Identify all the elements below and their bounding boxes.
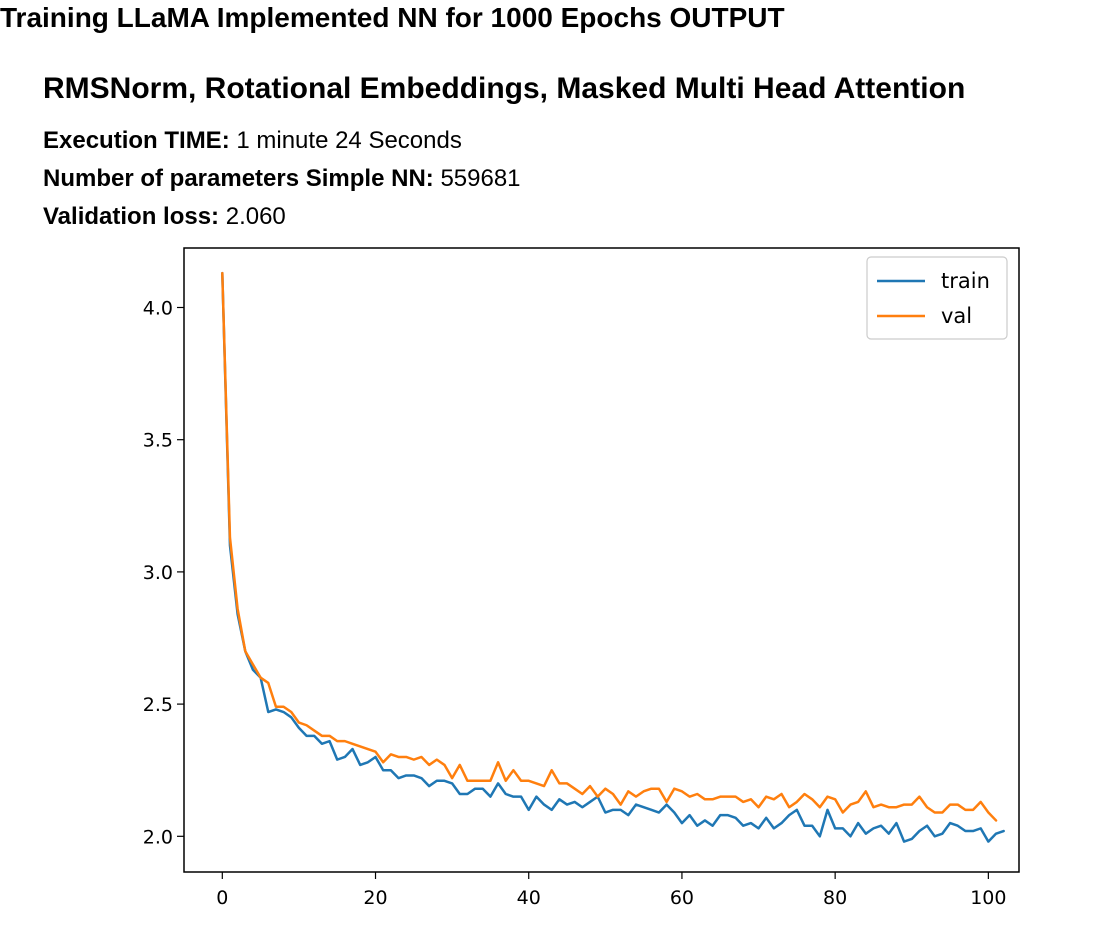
x-tick-label: 100 <box>970 887 1006 909</box>
validation-loss-value: 2.060 <box>225 203 286 230</box>
page-subtitle: RMSNorm, Rotational Embeddings, Masked M… <box>43 72 966 105</box>
x-tick-label: 0 <box>216 887 228 909</box>
page-title: Training LLaMA Implemented NN for 1000 E… <box>0 2 785 33</box>
y-axis-ticks: 2.0 2.5 3.0 3.5 4.0 <box>143 297 184 848</box>
legend-label-val: val <box>941 304 972 328</box>
y-tick-label: 3.5 <box>143 430 173 452</box>
series-line-val <box>221 271 998 822</box>
legend-label-train: train <box>941 269 990 293</box>
x-tick-label: 40 <box>517 887 541 909</box>
legend-box <box>866 256 1008 340</box>
execution-time-value: 1 minute 24 Seconds <box>236 127 462 154</box>
series-line-train <box>221 271 1005 843</box>
y-tick-label: 2.0 <box>143 826 173 848</box>
parameter-count-value: 559681 <box>440 165 521 192</box>
y-tick-label: 2.5 <box>143 694 173 716</box>
execution-time-line: Execution TIME: 1 minute 24 Seconds <box>43 127 462 155</box>
x-tick-label: 60 <box>670 887 694 909</box>
parameter-count-line: Number of parameters Simple NN: 559681 <box>43 165 521 193</box>
legend: train val <box>866 256 1008 340</box>
parameter-count-label: Number of parameters Simple NN: <box>43 165 434 192</box>
execution-time-label: Execution TIME: <box>43 127 230 154</box>
x-tick-label: 80 <box>823 887 847 909</box>
plot-frame <box>183 247 1020 873</box>
x-axis-ticks: 0 20 40 60 80 100 <box>216 872 1006 909</box>
validation-loss-line: Validation loss: 2.060 <box>43 203 286 231</box>
y-tick-label: 3.0 <box>143 562 173 584</box>
series-layer <box>221 271 1005 843</box>
x-tick-label: 20 <box>363 887 387 909</box>
y-tick-label: 4.0 <box>143 297 173 319</box>
validation-loss-label: Validation loss: <box>43 203 220 230</box>
